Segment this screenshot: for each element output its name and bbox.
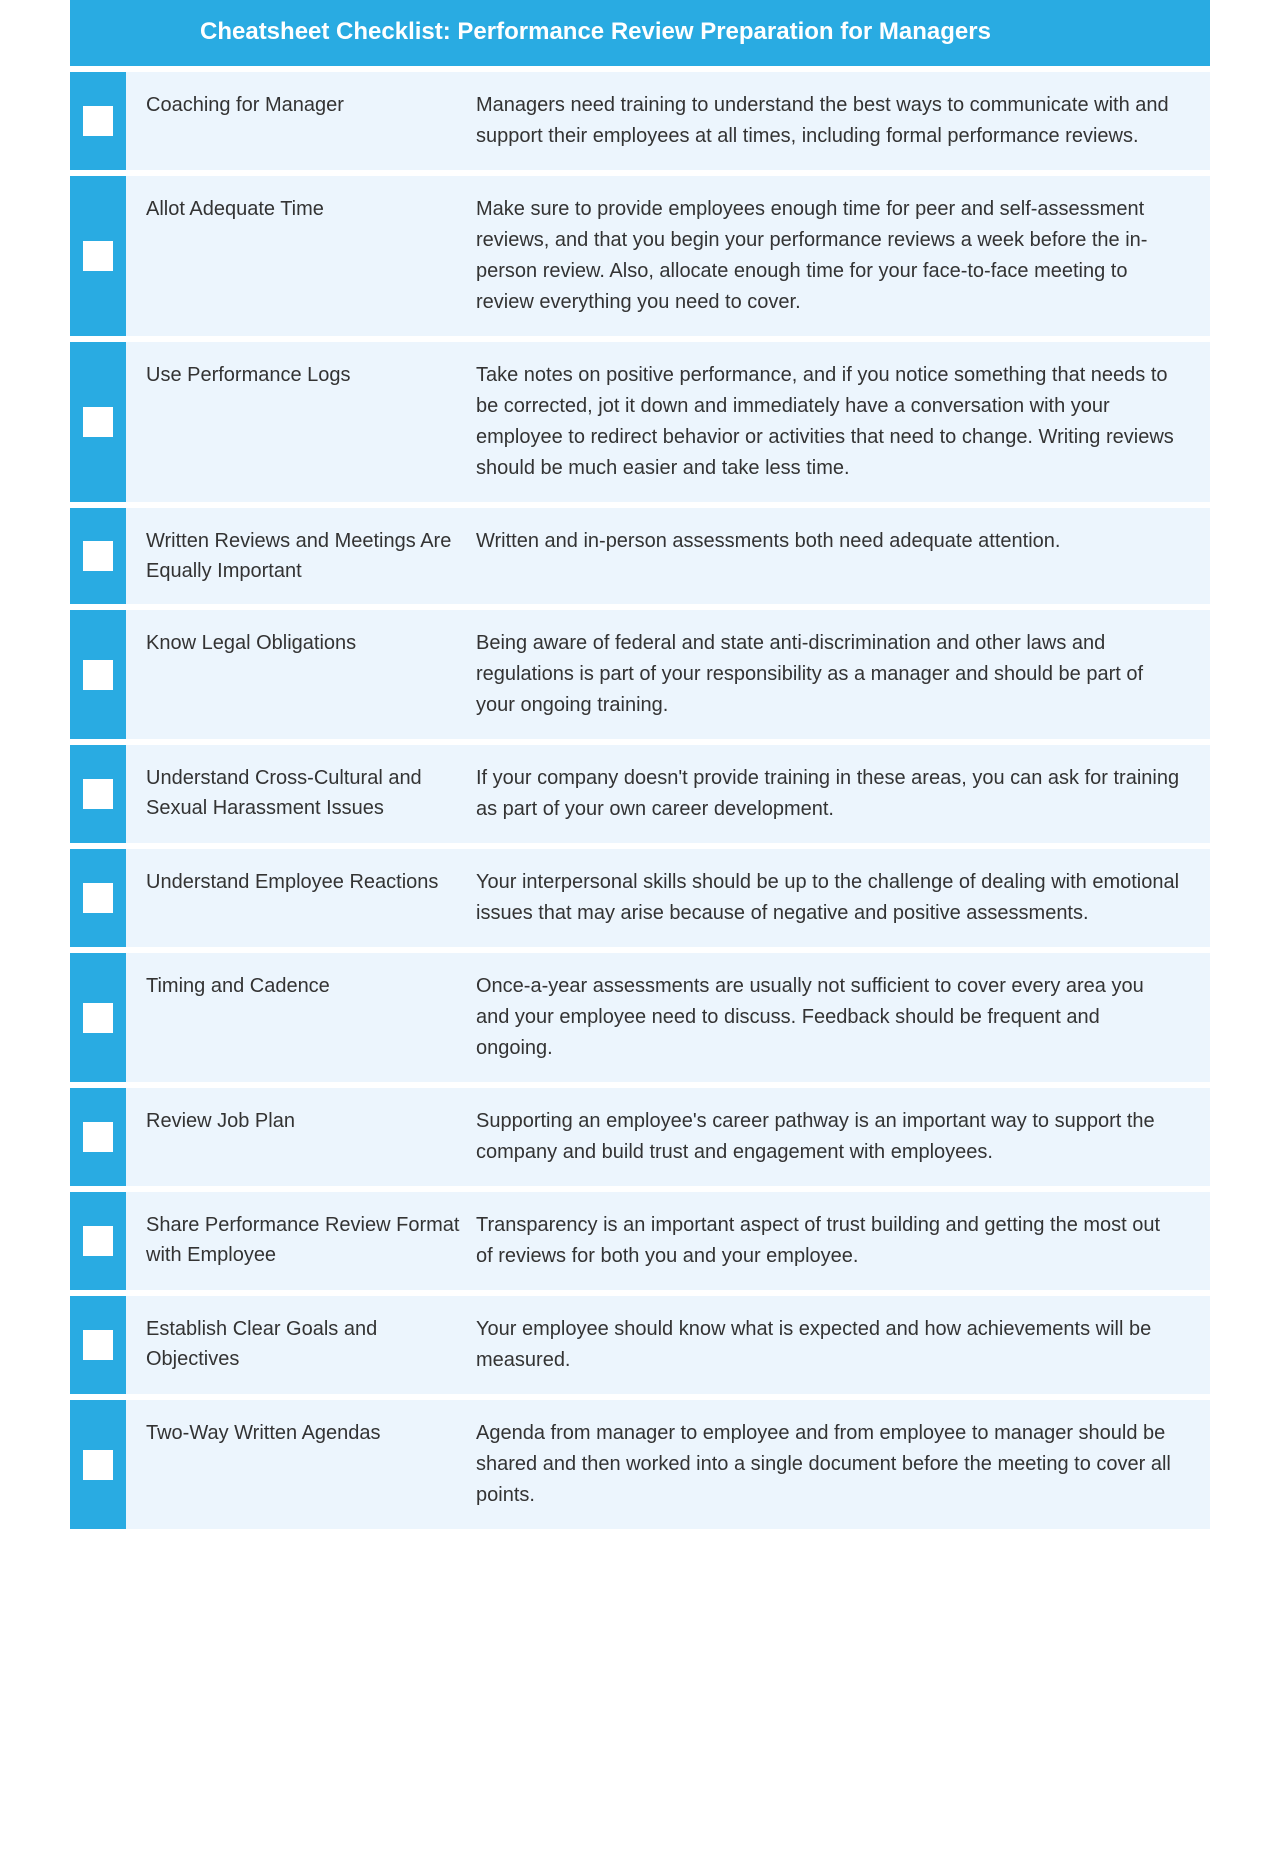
item-title: Coaching for Manager: [146, 90, 476, 152]
item-description: If your company doesn't provide training…: [476, 763, 1190, 825]
checkbox-cell: [70, 610, 126, 739]
item-description: Written and in-person assessments both n…: [476, 526, 1190, 586]
item-description: Supporting an employee's career pathway …: [476, 1106, 1190, 1168]
content-cell: Two-Way Written AgendasAgenda from manag…: [126, 1400, 1210, 1529]
checklist-container: Cheatsheet Checklist: Performance Review…: [70, 0, 1210, 1529]
item-title: Use Performance Logs: [146, 360, 476, 484]
content-cell: Establish Clear Goals and ObjectivesYour…: [126, 1296, 1210, 1394]
checkbox[interactable]: [83, 106, 113, 136]
content-cell: Understand Cross-Cultural and Sexual Har…: [126, 745, 1210, 843]
checkbox-cell: [70, 1400, 126, 1529]
item-title: Understand Cross-Cultural and Sexual Har…: [146, 763, 476, 825]
item-title: Understand Employee Reactions: [146, 867, 476, 929]
content-cell: Share Performance Review Format with Emp…: [126, 1192, 1210, 1290]
checkbox-cell: [70, 1296, 126, 1394]
item-title: Timing and Cadence: [146, 971, 476, 1064]
page-title: Cheatsheet Checklist: Performance Review…: [200, 18, 991, 45]
checkbox[interactable]: [83, 660, 113, 690]
checklist-row: Written Reviews and Meetings Are Equally…: [70, 508, 1210, 604]
content-cell: Understand Employee ReactionsYour interp…: [126, 849, 1210, 947]
checkbox[interactable]: [83, 1226, 113, 1256]
item-title: Share Performance Review Format with Emp…: [146, 1210, 476, 1272]
checkbox-cell: [70, 176, 126, 336]
item-title: Allot Adequate Time: [146, 194, 476, 318]
checkbox-cell: [70, 342, 126, 502]
item-description: Once-a-year assessments are usually not …: [476, 971, 1190, 1064]
content-cell: Coaching for ManagerManagers need traini…: [126, 72, 1210, 170]
checkbox[interactable]: [83, 1330, 113, 1360]
checklist-row: Know Legal ObligationsBeing aware of fed…: [70, 610, 1210, 739]
item-title: Know Legal Obligations: [146, 628, 476, 721]
checkbox-cell: [70, 1088, 126, 1186]
item-title: Establish Clear Goals and Objectives: [146, 1314, 476, 1376]
checklist-row: Timing and CadenceOnce-a-year assessment…: [70, 953, 1210, 1082]
checkbox[interactable]: [83, 779, 113, 809]
checkbox[interactable]: [83, 1450, 113, 1480]
item-description: Agenda from manager to employee and from…: [476, 1418, 1190, 1511]
checkbox-cell: [70, 849, 126, 947]
checkbox-cell: [70, 508, 126, 604]
checklist-row: Coaching for ManagerManagers need traini…: [70, 72, 1210, 170]
content-cell: Written Reviews and Meetings Are Equally…: [126, 508, 1210, 604]
checkbox-cell: [70, 745, 126, 843]
checkbox[interactable]: [83, 541, 113, 571]
item-title: Two-Way Written Agendas: [146, 1418, 476, 1511]
checklist-row: Understand Cross-Cultural and Sexual Har…: [70, 745, 1210, 843]
checkbox-cell: [70, 953, 126, 1082]
checkbox[interactable]: [83, 407, 113, 437]
checklist-row: Understand Employee ReactionsYour interp…: [70, 849, 1210, 947]
item-description: Managers need training to understand the…: [476, 90, 1190, 152]
content-cell: Review Job PlanSupporting an employee's …: [126, 1088, 1210, 1186]
item-description: Your employee should know what is expect…: [476, 1314, 1190, 1376]
checklist-row: Review Job PlanSupporting an employee's …: [70, 1088, 1210, 1186]
checkbox[interactable]: [83, 883, 113, 913]
checkbox-cell: [70, 72, 126, 170]
item-title: Review Job Plan: [146, 1106, 476, 1168]
header-bar: Cheatsheet Checklist: Performance Review…: [70, 0, 1210, 66]
checklist-rows: Coaching for ManagerManagers need traini…: [70, 66, 1210, 1529]
item-description: Make sure to provide employees enough ti…: [476, 194, 1190, 318]
checkbox-cell: [70, 1192, 126, 1290]
checkbox[interactable]: [83, 1003, 113, 1033]
item-description: Transparency is an important aspect of t…: [476, 1210, 1190, 1272]
checklist-row: Establish Clear Goals and ObjectivesYour…: [70, 1296, 1210, 1394]
content-cell: Allot Adequate TimeMake sure to provide …: [126, 176, 1210, 336]
item-description: Take notes on positive performance, and …: [476, 360, 1190, 484]
item-description: Your interpersonal skills should be up t…: [476, 867, 1190, 929]
content-cell: Know Legal ObligationsBeing aware of fed…: [126, 610, 1210, 739]
content-cell: Use Performance LogsTake notes on positi…: [126, 342, 1210, 502]
checklist-row: Two-Way Written AgendasAgenda from manag…: [70, 1400, 1210, 1529]
checklist-row: Use Performance LogsTake notes on positi…: [70, 342, 1210, 502]
content-cell: Timing and CadenceOnce-a-year assessment…: [126, 953, 1210, 1082]
item-description: Being aware of federal and state anti-di…: [476, 628, 1190, 721]
checkbox[interactable]: [83, 1122, 113, 1152]
checklist-row: Allot Adequate TimeMake sure to provide …: [70, 176, 1210, 336]
checklist-row: Share Performance Review Format with Emp…: [70, 1192, 1210, 1290]
checkbox[interactable]: [83, 241, 113, 271]
item-title: Written Reviews and Meetings Are Equally…: [146, 526, 476, 586]
